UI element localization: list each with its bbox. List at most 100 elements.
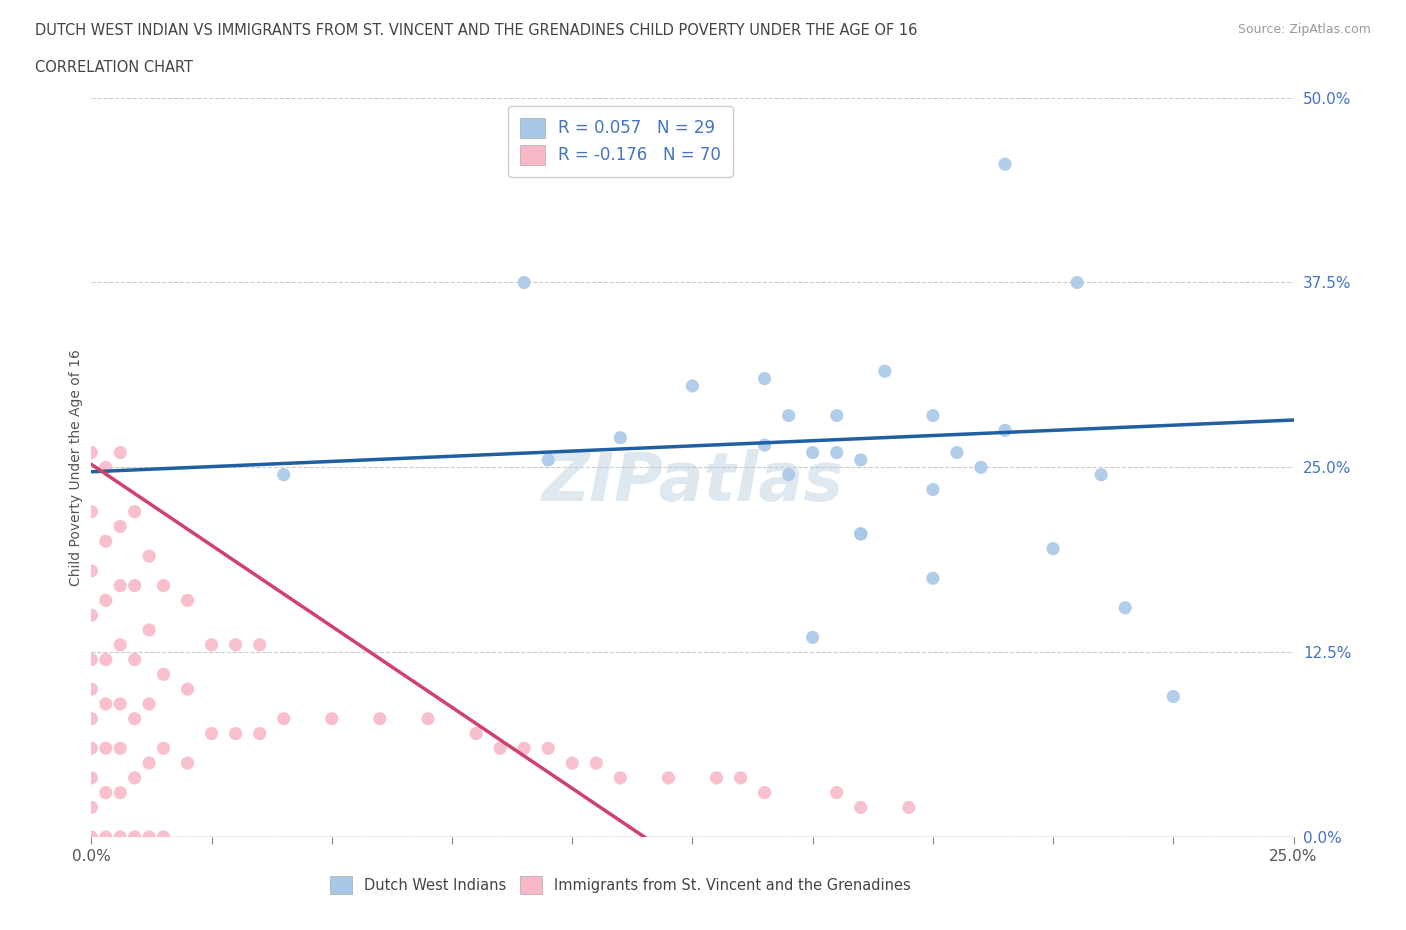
Point	[124, 652, 146, 667]
Point	[94, 785, 117, 800]
Point	[730, 770, 752, 785]
Point	[585, 755, 607, 770]
Point	[94, 697, 117, 711]
Point	[80, 445, 103, 460]
Point	[80, 800, 103, 815]
Point	[110, 697, 132, 711]
Point	[754, 785, 776, 800]
Point	[152, 578, 174, 593]
Point	[537, 741, 560, 756]
Point	[124, 830, 146, 844]
Point	[368, 711, 391, 726]
Point	[110, 637, 132, 652]
Point	[80, 564, 103, 578]
Point	[94, 652, 117, 667]
Point	[94, 830, 117, 844]
Point	[80, 770, 103, 785]
Point	[110, 519, 132, 534]
Point	[922, 408, 945, 423]
Point	[537, 453, 560, 468]
Point	[80, 830, 103, 844]
Point	[94, 534, 117, 549]
Point	[778, 408, 800, 423]
Point	[110, 741, 132, 756]
Point	[110, 578, 132, 593]
Point	[897, 800, 920, 815]
Point	[138, 697, 160, 711]
Legend: Dutch West Indians, Immigrants from St. Vincent and the Grenadines: Dutch West Indians, Immigrants from St. …	[325, 870, 917, 900]
Point	[225, 637, 247, 652]
Point	[176, 682, 198, 697]
Point	[176, 593, 198, 608]
Point	[273, 711, 295, 726]
Point	[946, 445, 969, 460]
Point	[513, 741, 536, 756]
Point	[138, 755, 160, 770]
Point	[754, 438, 776, 453]
Point	[801, 630, 824, 644]
Point	[80, 608, 103, 623]
Point	[994, 157, 1017, 172]
Point	[80, 741, 103, 756]
Point	[110, 445, 132, 460]
Point	[94, 741, 117, 756]
Point	[110, 785, 132, 800]
Point	[225, 726, 247, 741]
Point	[754, 371, 776, 386]
Point	[124, 578, 146, 593]
Point	[778, 467, 800, 482]
Point	[138, 549, 160, 564]
Point	[152, 741, 174, 756]
Point	[1042, 541, 1064, 556]
Point	[176, 755, 198, 770]
Point	[825, 408, 848, 423]
Point	[416, 711, 439, 726]
Point	[706, 770, 728, 785]
Point	[249, 726, 271, 741]
Point	[273, 467, 295, 482]
Point	[201, 726, 224, 741]
Point	[849, 453, 872, 468]
Text: Source: ZipAtlas.com: Source: ZipAtlas.com	[1237, 23, 1371, 36]
Point	[80, 682, 103, 697]
Point	[922, 571, 945, 586]
Point	[124, 504, 146, 519]
Point	[249, 637, 271, 652]
Y-axis label: Child Poverty Under the Age of 16: Child Poverty Under the Age of 16	[69, 349, 83, 586]
Point	[849, 800, 872, 815]
Point	[94, 460, 117, 474]
Point	[801, 445, 824, 460]
Point	[1114, 601, 1136, 616]
Point	[80, 504, 103, 519]
Point	[825, 445, 848, 460]
Point	[873, 364, 896, 379]
Point	[80, 711, 103, 726]
Point	[1090, 467, 1112, 482]
Point	[849, 526, 872, 541]
Point	[138, 830, 160, 844]
Point	[681, 379, 703, 393]
Point	[201, 637, 224, 652]
Point	[561, 755, 583, 770]
Point	[138, 622, 160, 637]
Point	[94, 593, 117, 608]
Point	[657, 770, 679, 785]
Point	[849, 526, 872, 541]
Point	[1066, 275, 1088, 290]
Point	[994, 423, 1017, 438]
Point	[80, 652, 103, 667]
Text: CORRELATION CHART: CORRELATION CHART	[35, 60, 193, 75]
Point	[124, 770, 146, 785]
Point	[465, 726, 488, 741]
Text: ZIPatlas: ZIPatlas	[541, 449, 844, 515]
Point	[609, 431, 631, 445]
Point	[110, 830, 132, 844]
Point	[825, 785, 848, 800]
Point	[152, 830, 174, 844]
Point	[152, 667, 174, 682]
Point	[609, 770, 631, 785]
Text: DUTCH WEST INDIAN VS IMMIGRANTS FROM ST. VINCENT AND THE GRENADINES CHILD POVERT: DUTCH WEST INDIAN VS IMMIGRANTS FROM ST.…	[35, 23, 918, 38]
Point	[124, 711, 146, 726]
Point	[321, 711, 343, 726]
Point	[970, 460, 993, 474]
